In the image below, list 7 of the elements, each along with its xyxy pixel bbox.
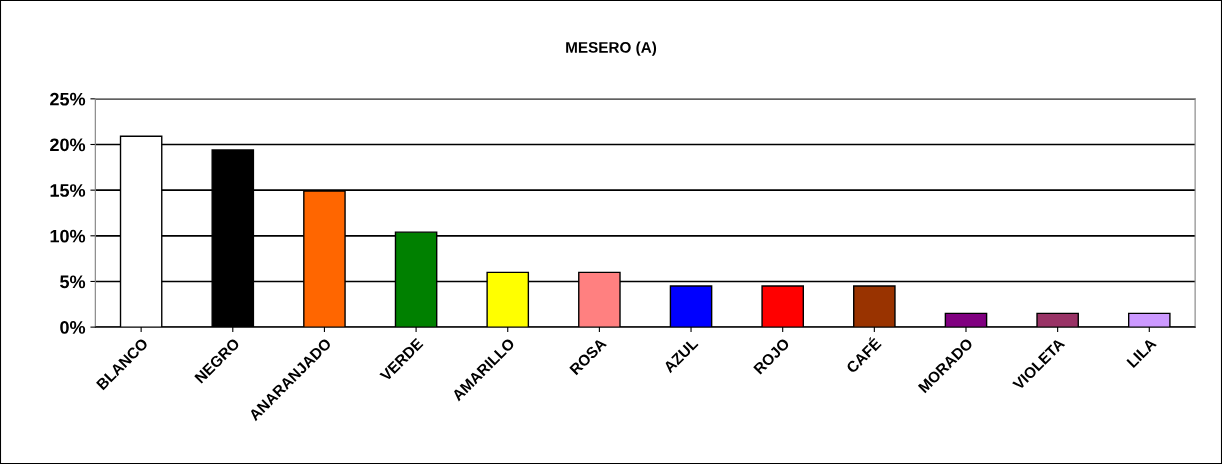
y-tick-label: 25%: [50, 92, 86, 106]
y-tick-label: 10%: [50, 229, 86, 243]
chart-title: MESERO (A): [566, 41, 657, 56]
y-tick-label: 20%: [50, 138, 86, 152]
y-tick-label: 5%: [60, 275, 86, 289]
y-tick-label: 15%: [50, 184, 86, 197]
y-tick-label: 0%: [60, 321, 86, 334]
